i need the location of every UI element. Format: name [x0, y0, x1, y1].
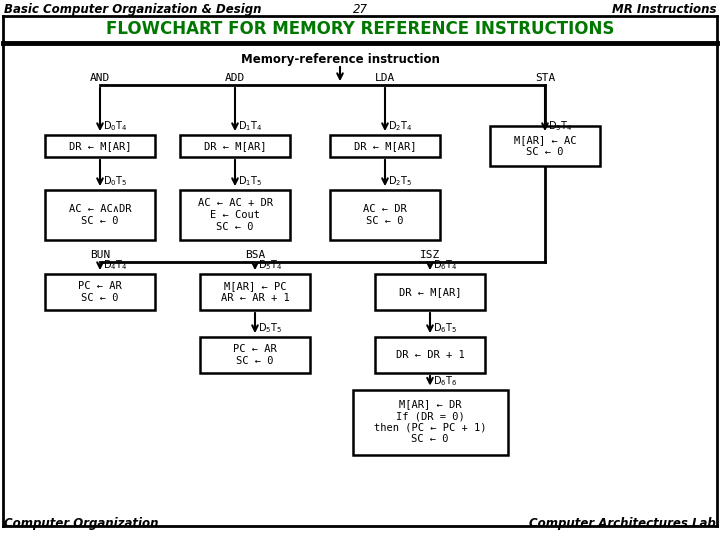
- Text: SC ← 0: SC ← 0: [366, 216, 404, 226]
- Text: D$_6$T$_5$: D$_6$T$_5$: [433, 321, 457, 335]
- Text: BUN: BUN: [90, 250, 110, 260]
- Bar: [45, 274, 155, 310]
- Text: SC ← 0: SC ← 0: [526, 147, 564, 157]
- Text: 27: 27: [353, 3, 367, 16]
- Text: ADD: ADD: [225, 73, 245, 83]
- Text: AC ← DR: AC ← DR: [363, 204, 407, 214]
- Text: AC ← AC + DR: AC ← AC + DR: [197, 198, 272, 208]
- Text: D$_6$T$_6$: D$_6$T$_6$: [433, 374, 457, 388]
- Text: D$_3$T$_4$: D$_3$T$_4$: [548, 119, 572, 133]
- Text: AR ← AR + 1: AR ← AR + 1: [220, 293, 289, 303]
- Text: PC ← AR: PC ← AR: [233, 344, 277, 354]
- Text: LDA: LDA: [375, 73, 395, 83]
- Text: D$_0$T$_5$: D$_0$T$_5$: [103, 174, 127, 188]
- Text: FLOWCHART FOR MEMORY REFERENCE INSTRUCTIONS: FLOWCHART FOR MEMORY REFERENCE INSTRUCTI…: [106, 21, 614, 38]
- Text: D$_6$T$_4$: D$_6$T$_4$: [433, 258, 457, 272]
- Bar: [200, 274, 310, 310]
- Text: Basic Computer Organization & Design: Basic Computer Organization & Design: [4, 3, 261, 16]
- Bar: [200, 337, 310, 373]
- Text: M[AR] ← AC: M[AR] ← AC: [514, 135, 576, 145]
- Bar: [375, 274, 485, 310]
- Bar: [490, 126, 600, 166]
- Text: D$_5$T$_5$: D$_5$T$_5$: [258, 321, 282, 335]
- Text: D$_0$T$_4$: D$_0$T$_4$: [103, 119, 127, 133]
- Text: STA: STA: [535, 73, 555, 83]
- Text: D$_2$T$_4$: D$_2$T$_4$: [388, 119, 413, 133]
- Text: AND: AND: [90, 73, 110, 83]
- Text: E ← Cout: E ← Cout: [210, 210, 260, 220]
- Text: SC ← 0: SC ← 0: [81, 293, 119, 303]
- Text: then (PC ← PC + 1): then (PC ← PC + 1): [374, 423, 486, 433]
- Text: DR ← M[AR]: DR ← M[AR]: [354, 141, 416, 151]
- Text: Memory-reference instruction: Memory-reference instruction: [240, 53, 439, 66]
- Text: SC ← 0: SC ← 0: [236, 356, 274, 366]
- Text: DR ← M[AR]: DR ← M[AR]: [204, 141, 266, 151]
- Text: MR Instructions: MR Instructions: [611, 3, 716, 16]
- Text: D$_5$T$_4$: D$_5$T$_4$: [258, 258, 282, 272]
- Bar: [3, 16, 717, 43]
- Text: DR ← DR + 1: DR ← DR + 1: [395, 350, 464, 360]
- Text: If (DR = 0): If (DR = 0): [395, 411, 464, 421]
- Bar: [45, 135, 155, 157]
- Text: D$_1$T$_5$: D$_1$T$_5$: [238, 174, 262, 188]
- Text: DR ← M[AR]: DR ← M[AR]: [399, 287, 462, 297]
- Text: SC ← 0: SC ← 0: [216, 221, 253, 232]
- Bar: [180, 190, 290, 240]
- Text: BSA: BSA: [245, 250, 265, 260]
- Text: Computer Organization: Computer Organization: [4, 517, 158, 530]
- Text: DR ← M[AR]: DR ← M[AR]: [68, 141, 131, 151]
- Text: SC ← 0: SC ← 0: [81, 216, 119, 226]
- Text: D$_4$T$_4$: D$_4$T$_4$: [103, 258, 127, 272]
- Bar: [375, 337, 485, 373]
- Bar: [180, 135, 290, 157]
- Bar: [45, 190, 155, 240]
- Text: D$_1$T$_4$: D$_1$T$_4$: [238, 119, 262, 133]
- Bar: [330, 190, 440, 240]
- Text: M[AR] ← PC: M[AR] ← PC: [224, 281, 287, 291]
- Text: Computer Architectures Lab: Computer Architectures Lab: [529, 517, 716, 530]
- Text: ISZ: ISZ: [420, 250, 440, 260]
- Text: AC ← AC∧DR: AC ← AC∧DR: [68, 204, 131, 214]
- Bar: [353, 389, 508, 455]
- Text: D$_2$T$_5$: D$_2$T$_5$: [388, 174, 412, 188]
- Bar: [330, 135, 440, 157]
- Text: M[AR] ← DR: M[AR] ← DR: [399, 400, 462, 409]
- Text: PC ← AR: PC ← AR: [78, 281, 122, 291]
- Text: SC ← 0: SC ← 0: [411, 435, 449, 444]
